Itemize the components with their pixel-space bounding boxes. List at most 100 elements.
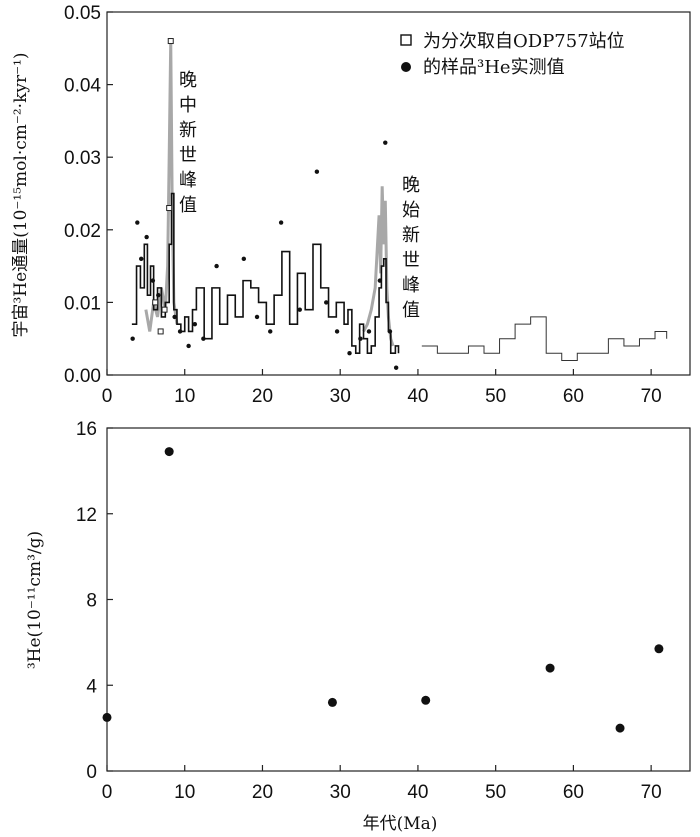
flux-y-tick-label: 0.02 bbox=[64, 221, 101, 242]
helium-x-tick-label: 10 bbox=[174, 782, 195, 803]
filled-data-point bbox=[387, 329, 393, 334]
helium-y-tick-label: 8 bbox=[86, 591, 97, 612]
flux-x-tick-label: 60 bbox=[563, 386, 584, 407]
filled-data-point bbox=[144, 234, 149, 240]
flux-x-tick-label: 30 bbox=[330, 386, 351, 407]
flux-x-tick-label: 0 bbox=[102, 386, 113, 407]
legend-entry-2: 的样品³He实测值 bbox=[423, 57, 565, 78]
open-square-point bbox=[152, 299, 159, 306]
helium-y-tick-label: 12 bbox=[76, 505, 97, 526]
flux-x-tick-label: 20 bbox=[252, 386, 273, 407]
flux-x-tick-label: 70 bbox=[641, 386, 662, 407]
flux-x-ticks: 0 10 20 30 40 50 60 70 bbox=[102, 369, 662, 407]
helium-data-point bbox=[327, 697, 337, 707]
helium-data-point bbox=[545, 663, 555, 673]
flux-plot-area bbox=[106, 11, 691, 376]
filled-data-point bbox=[358, 336, 363, 341]
helium-x-tick-label: 40 bbox=[407, 782, 428, 803]
filled-data-point bbox=[347, 351, 352, 356]
filled-data-point bbox=[214, 263, 219, 269]
helium-data-point bbox=[164, 447, 174, 457]
filled-data-point bbox=[297, 307, 302, 312]
helium-y-tick-label: 4 bbox=[86, 676, 97, 697]
flux-y-tick-label: 0.00 bbox=[64, 366, 101, 387]
filled-data-point bbox=[192, 321, 198, 327]
flux-y-tick-label: 0.05 bbox=[64, 3, 101, 24]
helium-y-axis-label: ³He(10⁻¹¹cm³/g) bbox=[25, 531, 45, 669]
filled-data-point bbox=[139, 256, 144, 262]
filled-data-point bbox=[268, 329, 273, 334]
step-series-black bbox=[131, 192, 400, 355]
legend-open-square-icon bbox=[400, 34, 412, 46]
legend-entry-1: 为分次取自ODP757站位 bbox=[423, 31, 625, 52]
flux-chart-panel: 0 10 20 30 40 50 60 70 0.00 0.01 0.02 0.03 0.04 0.05… bbox=[11, 3, 691, 407]
helium-y-tick-label: 16 bbox=[76, 419, 97, 440]
helium-y-ticks: 0 4 8 12 16 bbox=[76, 419, 113, 783]
anno2-char-6: 值 bbox=[402, 300, 420, 321]
helium-x-tick-label: 70 bbox=[641, 782, 662, 803]
flux-y-tick-label: 0.01 bbox=[64, 293, 101, 314]
filled-data-point bbox=[241, 256, 247, 262]
filled-data-point bbox=[186, 343, 191, 349]
anno1-char-2: 中 bbox=[179, 95, 197, 116]
legend: 为分次取自ODP757站位 的样品³He实测值 bbox=[400, 31, 625, 78]
flux-y-tick-label: 0.03 bbox=[64, 148, 101, 169]
filled-data-point bbox=[254, 314, 260, 320]
helium-x-tick-label: 50 bbox=[485, 782, 506, 803]
anno2-char-4: 世 bbox=[402, 250, 420, 271]
filled-data-point bbox=[366, 329, 372, 334]
open-square-point bbox=[157, 328, 164, 335]
flux-series bbox=[130, 38, 668, 370]
flux-y-tick-label: 0.04 bbox=[64, 76, 101, 97]
filled-data-point bbox=[324, 300, 329, 305]
filled-data-point bbox=[377, 278, 383, 283]
helium-x-tick-label: 20 bbox=[252, 782, 273, 803]
flux-x-tick-label: 40 bbox=[407, 386, 428, 407]
annotation-late-eocene: 晚 始 新 世 峰 值 bbox=[402, 175, 420, 321]
open-square-point bbox=[167, 38, 174, 45]
anno1-char-1: 晚 bbox=[179, 70, 197, 91]
filled-data-point bbox=[201, 336, 206, 341]
filled-data-point bbox=[150, 278, 156, 283]
annotation-late-miocene: 晚 中 新 世 峰 值 bbox=[179, 70, 197, 216]
anno1-char-6: 值 bbox=[179, 195, 197, 216]
filled-data-point bbox=[172, 314, 177, 320]
filled-data-point bbox=[130, 336, 135, 341]
helium-data-point bbox=[654, 644, 664, 654]
anno1-char-5: 峰 bbox=[179, 170, 197, 191]
anno2-char-5: 峰 bbox=[402, 275, 420, 296]
filled-data-point bbox=[135, 220, 140, 225]
anno2-char-1: 晚 bbox=[402, 175, 420, 196]
anno2-char-2: 始 bbox=[402, 200, 420, 221]
helium-y-tick-label: 0 bbox=[86, 762, 97, 783]
step-series-thin bbox=[421, 316, 668, 361]
anno1-char-4: 世 bbox=[179, 145, 197, 166]
anno1-char-3: 新 bbox=[179, 120, 197, 141]
helium-points bbox=[102, 447, 664, 733]
helium-data-point bbox=[421, 695, 431, 705]
open-square-point bbox=[166, 205, 173, 212]
filled-data-point bbox=[334, 329, 340, 334]
filled-data-point bbox=[156, 292, 161, 298]
helium-x-tick-label: 60 bbox=[563, 782, 584, 803]
filled-data-point bbox=[278, 220, 284, 225]
filled-data-point bbox=[383, 140, 388, 145]
filled-data-point bbox=[177, 329, 183, 334]
filled-data-point bbox=[393, 365, 399, 370]
anno2-char-3: 新 bbox=[402, 225, 420, 246]
helium-x-axis-label: 年代(Ma) bbox=[363, 814, 438, 834]
helium-data-point bbox=[102, 712, 112, 722]
flux-y-ticks: 0.00 0.01 0.02 0.03 0.04 0.05 bbox=[64, 3, 113, 387]
helium-x-tick-label: 30 bbox=[330, 782, 351, 803]
helium-plot-area bbox=[106, 427, 691, 772]
filled-data-point bbox=[314, 169, 320, 174]
flux-x-tick-label: 10 bbox=[174, 386, 195, 407]
flux-x-tick-label: 50 bbox=[485, 386, 506, 407]
helium-data-point bbox=[615, 723, 625, 733]
legend-filled-circle-icon bbox=[401, 62, 411, 72]
flux-y-axis-label: 宇宙³He通量(10⁻¹⁵mol·cm⁻²·kyr⁻¹) bbox=[11, 52, 31, 337]
open-square-point bbox=[161, 306, 168, 313]
helium-x-ticks: 0 10 20 30 40 50 60 70 bbox=[102, 765, 662, 803]
